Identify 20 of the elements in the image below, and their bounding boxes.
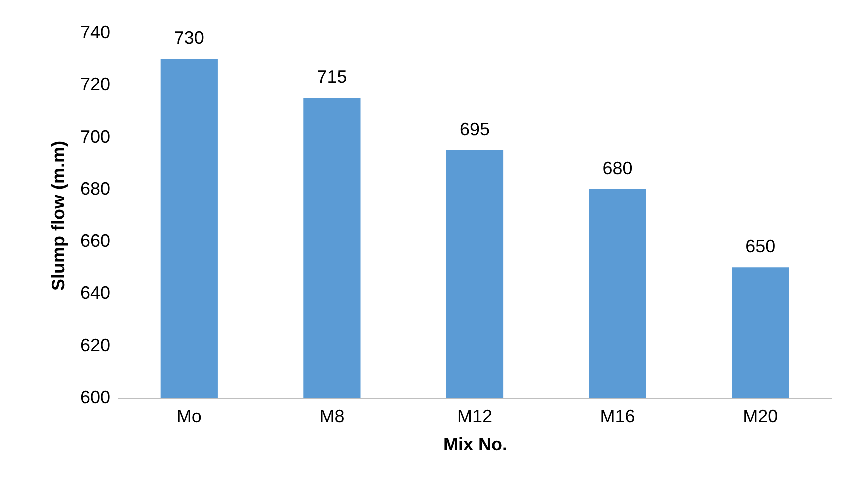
- data-label: 695: [460, 119, 490, 140]
- data-label: 730: [174, 28, 204, 48]
- y-axis-title: Slump flow (m.m): [48, 141, 68, 291]
- y-tick-label: 600: [80, 388, 110, 408]
- y-tick-label: 620: [80, 335, 110, 356]
- y-tick-label: 640: [80, 283, 110, 304]
- y-tick-label: 660: [80, 231, 110, 252]
- y-tick-label: 700: [80, 126, 110, 147]
- x-tick-label: Mo: [176, 406, 202, 426]
- data-label: 650: [746, 236, 776, 257]
- x-tick-label: M12: [457, 406, 493, 426]
- x-tick-label: M16: [600, 406, 636, 426]
- y-tick-label: 680: [80, 178, 110, 199]
- data-label: 715: [317, 67, 348, 88]
- x-tick-label: M8: [320, 406, 345, 426]
- data-label: 680: [602, 158, 633, 178]
- y-tick-label: 740: [80, 22, 110, 42]
- x-tick-label: M20: [743, 406, 778, 426]
- y-tick-label: 720: [80, 74, 110, 95]
- x-axis-title: Mix No.: [443, 434, 508, 454]
